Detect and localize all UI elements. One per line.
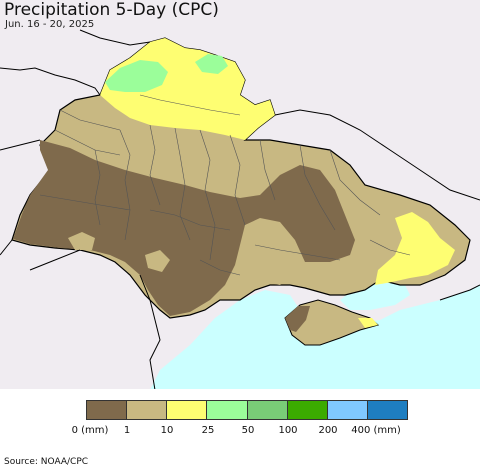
zone-10mm-east: [375, 212, 455, 285]
legend-swatch-100: [287, 401, 328, 419]
legend-swatch-200: [327, 401, 368, 419]
zone-1mm-patch-c: [245, 222, 300, 285]
legend-label-1: 1: [123, 425, 131, 436]
legend-swatch-1: [127, 401, 168, 419]
map-title: Precipitation 5-Day (CPC): [4, 0, 219, 20]
legend-label-0: 0 (mm): [71, 425, 109, 436]
legend-swatch-50: [247, 401, 288, 419]
zone-1mm-patch-b: [145, 250, 170, 272]
crimea-10mm-east: [358, 318, 378, 328]
legend-swatch-0: [87, 401, 128, 419]
data-source: Source: NOAA/CPC: [4, 457, 89, 467]
legend-label-200: 200: [318, 425, 338, 436]
crimea-0mm-west: [285, 306, 310, 332]
legend-swatch-25: [207, 401, 248, 419]
map-date-range: Jun. 16 - 20, 2025: [5, 19, 95, 30]
oblast-borders: [39, 94, 411, 276]
legend-panel: 0 (mm) 1 10 25 50 100 200 400 (mm): [0, 389, 480, 470]
legend-color-bar: [86, 400, 408, 420]
legend-label-25: 25: [201, 425, 215, 436]
legend-label-400: 400 (mm): [351, 425, 401, 436]
neighbor-borders: [0, 29, 480, 391]
legend-swatch-400: [367, 401, 407, 419]
zone-25mm-patch-a: [105, 60, 168, 92]
zone-1mm-patch-a: [68, 232, 95, 250]
legend-label-50: 50: [241, 425, 255, 436]
legend-label-10: 10: [160, 425, 174, 436]
legend-swatch-10: [167, 401, 208, 419]
zone-25mm-patch-b: [195, 54, 228, 74]
legend-label-100: 100: [278, 425, 298, 436]
